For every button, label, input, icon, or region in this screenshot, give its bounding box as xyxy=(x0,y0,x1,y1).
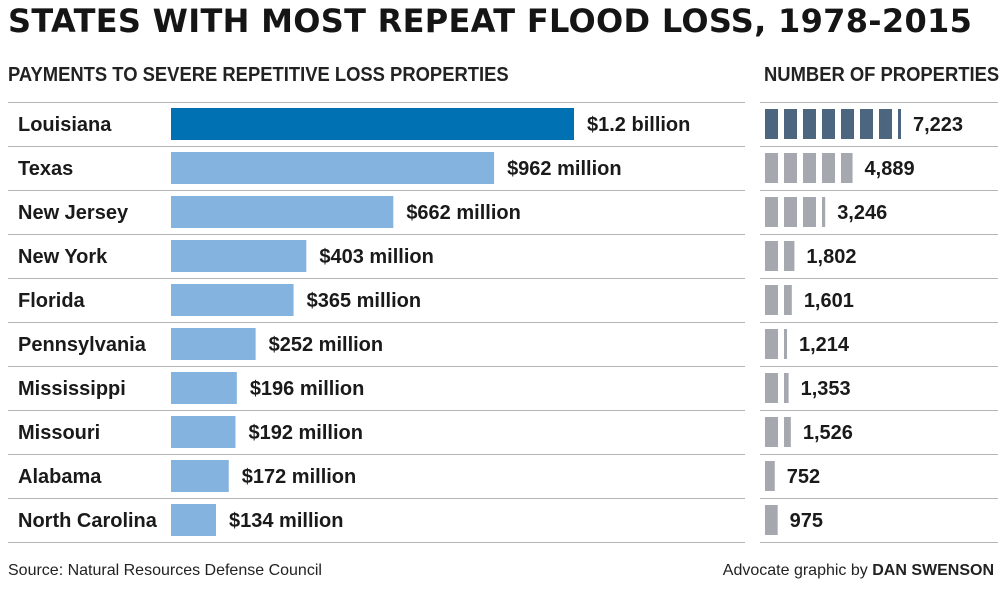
property-block xyxy=(803,197,816,227)
property-block-partial xyxy=(765,505,778,535)
property-count-label: 3,246 xyxy=(837,202,887,224)
property-count-label: 1,802 xyxy=(806,246,856,268)
property-block xyxy=(841,109,854,139)
property-block xyxy=(879,109,892,139)
property-block xyxy=(784,153,797,183)
property-block-partial xyxy=(765,461,775,491)
payment-value-label: $1.2 billion xyxy=(587,114,690,136)
payment-value-label: $252 million xyxy=(269,334,384,356)
property-block xyxy=(784,197,797,227)
credit-name: DAN SWENSON xyxy=(872,562,994,579)
property-block xyxy=(765,241,778,271)
property-block xyxy=(803,109,816,139)
property-count-label: 4,889 xyxy=(865,158,915,180)
property-block xyxy=(784,109,797,139)
property-block-partial xyxy=(784,241,795,271)
state-label: Louisiana xyxy=(18,114,112,136)
state-label: New York xyxy=(18,246,108,268)
payment-value-label: $403 million xyxy=(319,246,434,268)
payments-header: PAYMENTS TO SEVERE REPETITIVE LOSS PROPE… xyxy=(8,64,509,86)
property-block-partial xyxy=(898,109,901,139)
property-block xyxy=(765,153,778,183)
property-count-label: 1,526 xyxy=(803,422,853,444)
state-label: Alabama xyxy=(18,466,102,488)
property-block xyxy=(765,373,778,403)
source-note: Source: Natural Resources Defense Counci… xyxy=(8,562,322,579)
payment-bar xyxy=(171,196,394,228)
property-block-partial xyxy=(784,417,791,447)
property-block xyxy=(803,153,816,183)
payment-value-label: $962 million xyxy=(507,158,622,180)
property-block xyxy=(822,109,835,139)
property-count-label: 7,223 xyxy=(913,114,963,136)
payment-value-label: $134 million xyxy=(229,510,343,532)
property-block-partial xyxy=(841,153,853,183)
payment-value-label: $172 million xyxy=(242,466,357,488)
state-label: North Carolina xyxy=(18,510,158,532)
property-block-partial xyxy=(784,329,787,359)
payment-bar xyxy=(171,328,256,360)
chart-title: STATES WITH MOST REPEAT FLOOD LOSS, 1978… xyxy=(8,2,973,40)
properties-header: NUMBER OF PROPERTIES xyxy=(764,64,1000,86)
state-label: Texas xyxy=(18,158,73,180)
property-block xyxy=(765,285,778,315)
state-label: Mississippi xyxy=(18,378,126,400)
payment-bar xyxy=(171,416,236,448)
property-block xyxy=(860,109,873,139)
property-block-partial xyxy=(784,285,792,315)
credit-prefix: Advocate graphic by xyxy=(722,562,868,579)
payment-bar xyxy=(171,108,574,140)
state-label: Pennsylvania xyxy=(18,334,147,356)
property-count-label: 752 xyxy=(787,466,820,488)
payment-value-label: $662 million xyxy=(406,202,521,224)
payment-value-label: $196 million xyxy=(250,378,365,400)
payment-bar xyxy=(171,240,307,272)
state-label: Florida xyxy=(18,290,86,312)
property-block-partial xyxy=(784,373,789,403)
payment-bar xyxy=(171,152,495,184)
property-block xyxy=(765,197,778,227)
property-count-label: 1,601 xyxy=(804,290,854,312)
payment-bar xyxy=(171,372,237,404)
payment-bar xyxy=(171,460,229,492)
payment-value-label: $365 million xyxy=(307,290,422,312)
state-label: Missouri xyxy=(18,422,100,444)
property-count-label: 975 xyxy=(790,510,823,532)
property-count-label: 1,214 xyxy=(799,334,850,356)
credit-line: Advocate graphic by DAN SWENSON xyxy=(723,562,994,580)
payment-value-label: $192 million xyxy=(248,422,362,444)
property-block xyxy=(765,417,778,447)
property-block xyxy=(765,329,778,359)
property-block xyxy=(822,153,835,183)
payment-bar xyxy=(171,504,217,536)
property-block xyxy=(765,109,778,139)
state-label: New Jersey xyxy=(18,202,129,224)
payment-bar xyxy=(171,284,294,316)
property-block-partial xyxy=(822,197,826,227)
property-count-label: 1,353 xyxy=(801,378,851,400)
